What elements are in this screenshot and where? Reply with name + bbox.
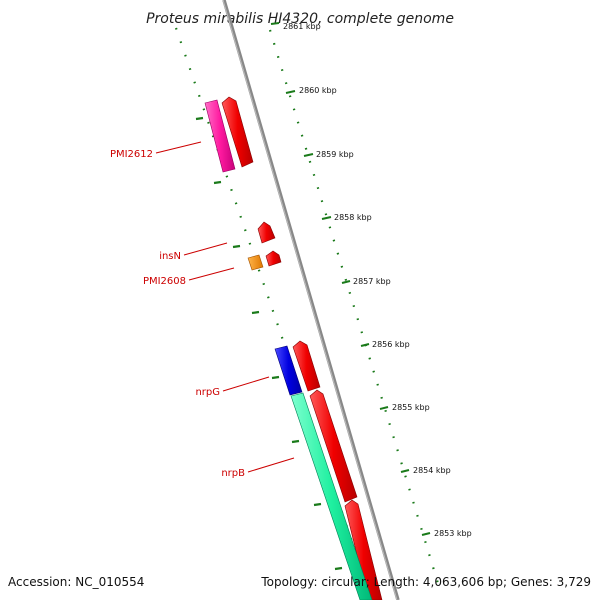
forward-strand-cds <box>221 96 383 600</box>
tick-label: 2857 kbp <box>353 277 391 286</box>
map-title: Proteus mirabilis HI4320, complete genom… <box>146 11 454 27</box>
tick-mark-2853 <box>421 532 431 536</box>
inner-ruler <box>174 27 374 600</box>
tick-label: 2860 kbp <box>299 86 337 95</box>
leader-PMI2608 <box>188 267 235 281</box>
gene-label-PMI2608[interactable]: PMI2608 <box>143 276 186 287</box>
leader-nrpB <box>247 457 295 473</box>
accession-text: Accession: NC_010554 <box>8 575 144 589</box>
tick-label: 2856 kbp <box>372 340 410 349</box>
topology-text: Topology: circular; Length: 4,063,606 bp… <box>260 575 591 589</box>
leader-insN <box>183 242 228 256</box>
leader-nrpG <box>222 376 270 392</box>
cds-arrow <box>221 96 254 168</box>
feature-nrpG[interactable] <box>274 345 303 396</box>
inner-tick <box>334 566 343 571</box>
gene-label-nrpG[interactable]: nrpG <box>195 387 220 398</box>
inner-tick <box>213 180 222 185</box>
feature-PMI2608[interactable] <box>247 254 264 271</box>
feature-PMI2612[interactable] <box>204 99 236 173</box>
inner-ruler-ticks <box>195 116 343 571</box>
tick-label: 2858 kbp <box>334 213 372 222</box>
tick-label: 2855 kbp <box>392 403 430 412</box>
label-leaders <box>155 141 295 473</box>
tick-label: 2859 kbp <box>316 150 354 159</box>
inner-tick <box>291 439 300 444</box>
tick-mark-2857 <box>341 280 351 284</box>
gene-label-insN[interactable]: insN <box>159 251 181 262</box>
tick-label: 2861 kbp <box>283 22 321 31</box>
kbp-tick-labels: 2861 kbp 2860 kbp 2859 kbp 2858 kbp 2857… <box>283 22 472 538</box>
inner-tick <box>271 375 280 380</box>
inner-tick <box>313 502 322 507</box>
tick-mark-2856 <box>360 343 370 347</box>
genome-backbone-highlight <box>222 0 398 600</box>
cds-arrow <box>265 250 282 267</box>
tick-mark-2858 <box>321 216 332 220</box>
cds-arrow <box>309 389 358 503</box>
tick-mark-2861 <box>270 22 280 25</box>
gene-labels: PMI2612 insN PMI2608 nrpG nrpB <box>110 149 245 479</box>
gene-label-PMI2612[interactable]: PMI2612 <box>110 149 153 160</box>
tick-mark-2855 <box>379 406 389 410</box>
gene-label-nrpB[interactable]: nrpB <box>221 468 245 479</box>
feature-nrpB[interactable] <box>290 392 373 600</box>
tick-mark-2859 <box>303 153 314 157</box>
inner-tick <box>232 244 241 249</box>
genome-backbone <box>222 0 400 600</box>
cds-arrow <box>292 340 321 392</box>
tick-label: 2853 kbp <box>434 529 472 538</box>
tick-mark-2854 <box>400 469 410 473</box>
cds-arrow <box>257 221 276 244</box>
inner-tick <box>251 310 260 315</box>
inner-tick <box>195 116 204 121</box>
tick-mark-2860 <box>285 90 296 94</box>
leader-PMI2612 <box>155 141 202 154</box>
tick-label: 2854 kbp <box>413 466 451 475</box>
kbp-ticks <box>270 22 431 536</box>
